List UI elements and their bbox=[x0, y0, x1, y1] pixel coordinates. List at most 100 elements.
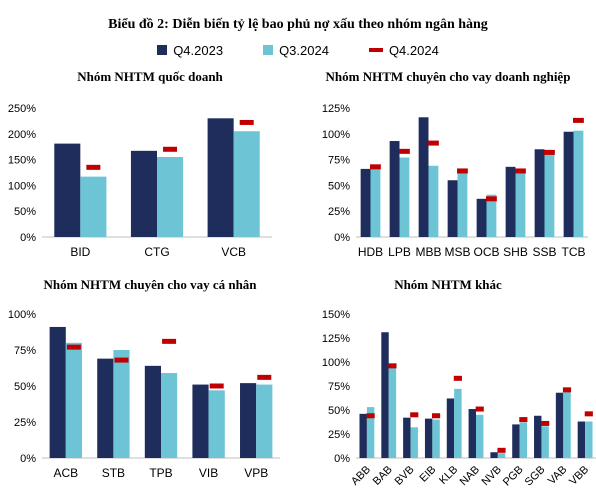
marker-q4-2024 bbox=[399, 148, 410, 154]
marker-q4-2024 bbox=[428, 140, 439, 146]
bar-q4-2023 bbox=[534, 415, 542, 458]
marker-q4-2024 bbox=[519, 417, 528, 423]
bar-q3-2024 bbox=[256, 384, 273, 458]
x-tick-label: VIB bbox=[199, 466, 218, 480]
x-tick-label: CTG bbox=[144, 245, 169, 259]
x-tick-label: TPB bbox=[149, 466, 172, 480]
bar-q4-2023 bbox=[97, 358, 114, 458]
panel-title-other-banks: Nhóm NHTM khác bbox=[394, 277, 502, 292]
x-tick-label: KLB bbox=[437, 464, 460, 487]
bar-q3-2024 bbox=[541, 426, 549, 458]
y-tick-label: 50% bbox=[14, 381, 36, 393]
y-tick-label: 100% bbox=[8, 309, 36, 321]
x-tick-label: SSB bbox=[532, 245, 556, 259]
y-tick-label: 200% bbox=[8, 129, 36, 141]
y-tick-label: 150% bbox=[322, 309, 350, 321]
x-tick-label: TCB bbox=[562, 245, 586, 259]
x-tick-label: BVB bbox=[393, 464, 417, 488]
bar-q4-2023 bbox=[360, 168, 371, 237]
y-tick-label: 250% bbox=[8, 103, 36, 115]
x-tick-label: OCB bbox=[473, 245, 499, 259]
bar-q4-2023 bbox=[512, 424, 520, 458]
bar-q3-2024 bbox=[399, 157, 410, 237]
marker-q4-2024 bbox=[584, 411, 593, 417]
bar-q4-2023 bbox=[563, 131, 574, 237]
y-tick-label: 100% bbox=[322, 129, 350, 141]
x-tick-label: HDB bbox=[358, 245, 383, 259]
legend-label-q4-2023: Q4.2023 bbox=[173, 42, 224, 58]
bar-q3-2024 bbox=[161, 373, 178, 458]
bar-q4-2023 bbox=[490, 452, 498, 458]
x-tick-label: BAB bbox=[371, 464, 395, 488]
bar-q4-2023 bbox=[381, 332, 389, 458]
y-tick-label: 0% bbox=[20, 232, 36, 244]
legend-swatch-q4-2024 bbox=[368, 48, 383, 52]
y-tick-label: 150% bbox=[8, 155, 36, 167]
marker-q4-2024 bbox=[453, 375, 462, 381]
bar-q4-2023 bbox=[446, 398, 455, 458]
marker-q4-2024 bbox=[209, 383, 224, 389]
bar-q4-2023 bbox=[49, 326, 66, 458]
marker-q4-2024 bbox=[370, 164, 381, 170]
x-tick-label: EIB bbox=[417, 464, 438, 485]
y-tick-label: 25% bbox=[328, 429, 350, 441]
marker-q4-2024 bbox=[239, 119, 254, 125]
bar-q4-2023 bbox=[468, 409, 476, 458]
y-tick-label: 100% bbox=[322, 357, 350, 369]
bar-q4-2023 bbox=[447, 180, 458, 237]
bar-q3-2024 bbox=[410, 427, 418, 458]
bar-q4-2023 bbox=[505, 166, 516, 237]
marker-q4-2024 bbox=[562, 387, 572, 393]
bar-q3-2024 bbox=[454, 388, 462, 458]
marker-q4-2024 bbox=[114, 357, 129, 363]
marker-q4-2024 bbox=[457, 168, 468, 174]
legend-swatch-q4-2023 bbox=[157, 45, 168, 55]
bar-q4-2023 bbox=[192, 384, 209, 458]
x-tick-label: SGB bbox=[523, 464, 548, 489]
legend-label-q3-2024: Q3.2024 bbox=[279, 42, 329, 58]
marker-q4-2024 bbox=[66, 344, 81, 350]
marker-q4-2024 bbox=[162, 338, 177, 344]
panel-title-corporate-banks: Nhóm NHTM chuyên cho vay doanh nghiệp bbox=[325, 69, 571, 84]
bar-q3-2024 bbox=[573, 130, 584, 237]
y-tick-label: 125% bbox=[322, 103, 350, 115]
legend-label-q4-2024: Q4.2024 bbox=[388, 42, 439, 58]
marker-q4-2024 bbox=[515, 168, 526, 174]
x-tick-label: MSB bbox=[444, 245, 470, 259]
legend-item-q4-2024: Q4.2024 bbox=[368, 41, 439, 59]
bar-q3-2024 bbox=[388, 366, 397, 458]
bar-q3-2024 bbox=[370, 167, 381, 237]
x-tick-label: ABB bbox=[349, 464, 373, 488]
bar-q3-2024 bbox=[80, 176, 107, 237]
marker-q4-2024 bbox=[388, 363, 397, 369]
marker-q4-2024 bbox=[257, 374, 272, 380]
bar-q3-2024 bbox=[585, 421, 593, 458]
bar-q3-2024 bbox=[432, 419, 440, 458]
bar-q4-2023 bbox=[144, 365, 161, 458]
x-tick-label: NAB bbox=[458, 464, 482, 488]
bar-q3-2024 bbox=[544, 150, 555, 237]
bar-q4-2023 bbox=[534, 149, 545, 237]
marker-q4-2024 bbox=[86, 164, 101, 170]
y-tick-label: 25% bbox=[328, 206, 350, 218]
x-tick-label: SHB bbox=[503, 245, 528, 259]
bar-q3-2024 bbox=[476, 414, 484, 458]
y-tick-label: 50% bbox=[328, 180, 350, 192]
marker-q4-2024 bbox=[573, 117, 584, 123]
marker-q4-2024 bbox=[486, 196, 497, 202]
legend-item-q3-2024: Q3.2024 bbox=[263, 41, 329, 59]
bar-q4-2023 bbox=[54, 143, 81, 237]
y-tick-label: 75% bbox=[14, 345, 36, 357]
bar-q4-2023 bbox=[555, 392, 564, 458]
legend-item-q4-2023: Q4.2023 bbox=[157, 41, 223, 59]
y-tick-label: 25% bbox=[14, 417, 36, 429]
y-tick-label: 0% bbox=[334, 232, 350, 244]
bar-q3-2024 bbox=[233, 131, 260, 237]
marker-q4-2024 bbox=[431, 413, 441, 419]
bar-q3-2024 bbox=[519, 422, 528, 458]
bar-q3-2024 bbox=[457, 173, 468, 237]
y-tick-label: 125% bbox=[322, 333, 350, 345]
bar-q3-2024 bbox=[65, 342, 82, 458]
x-tick-label: NVB bbox=[479, 464, 503, 488]
